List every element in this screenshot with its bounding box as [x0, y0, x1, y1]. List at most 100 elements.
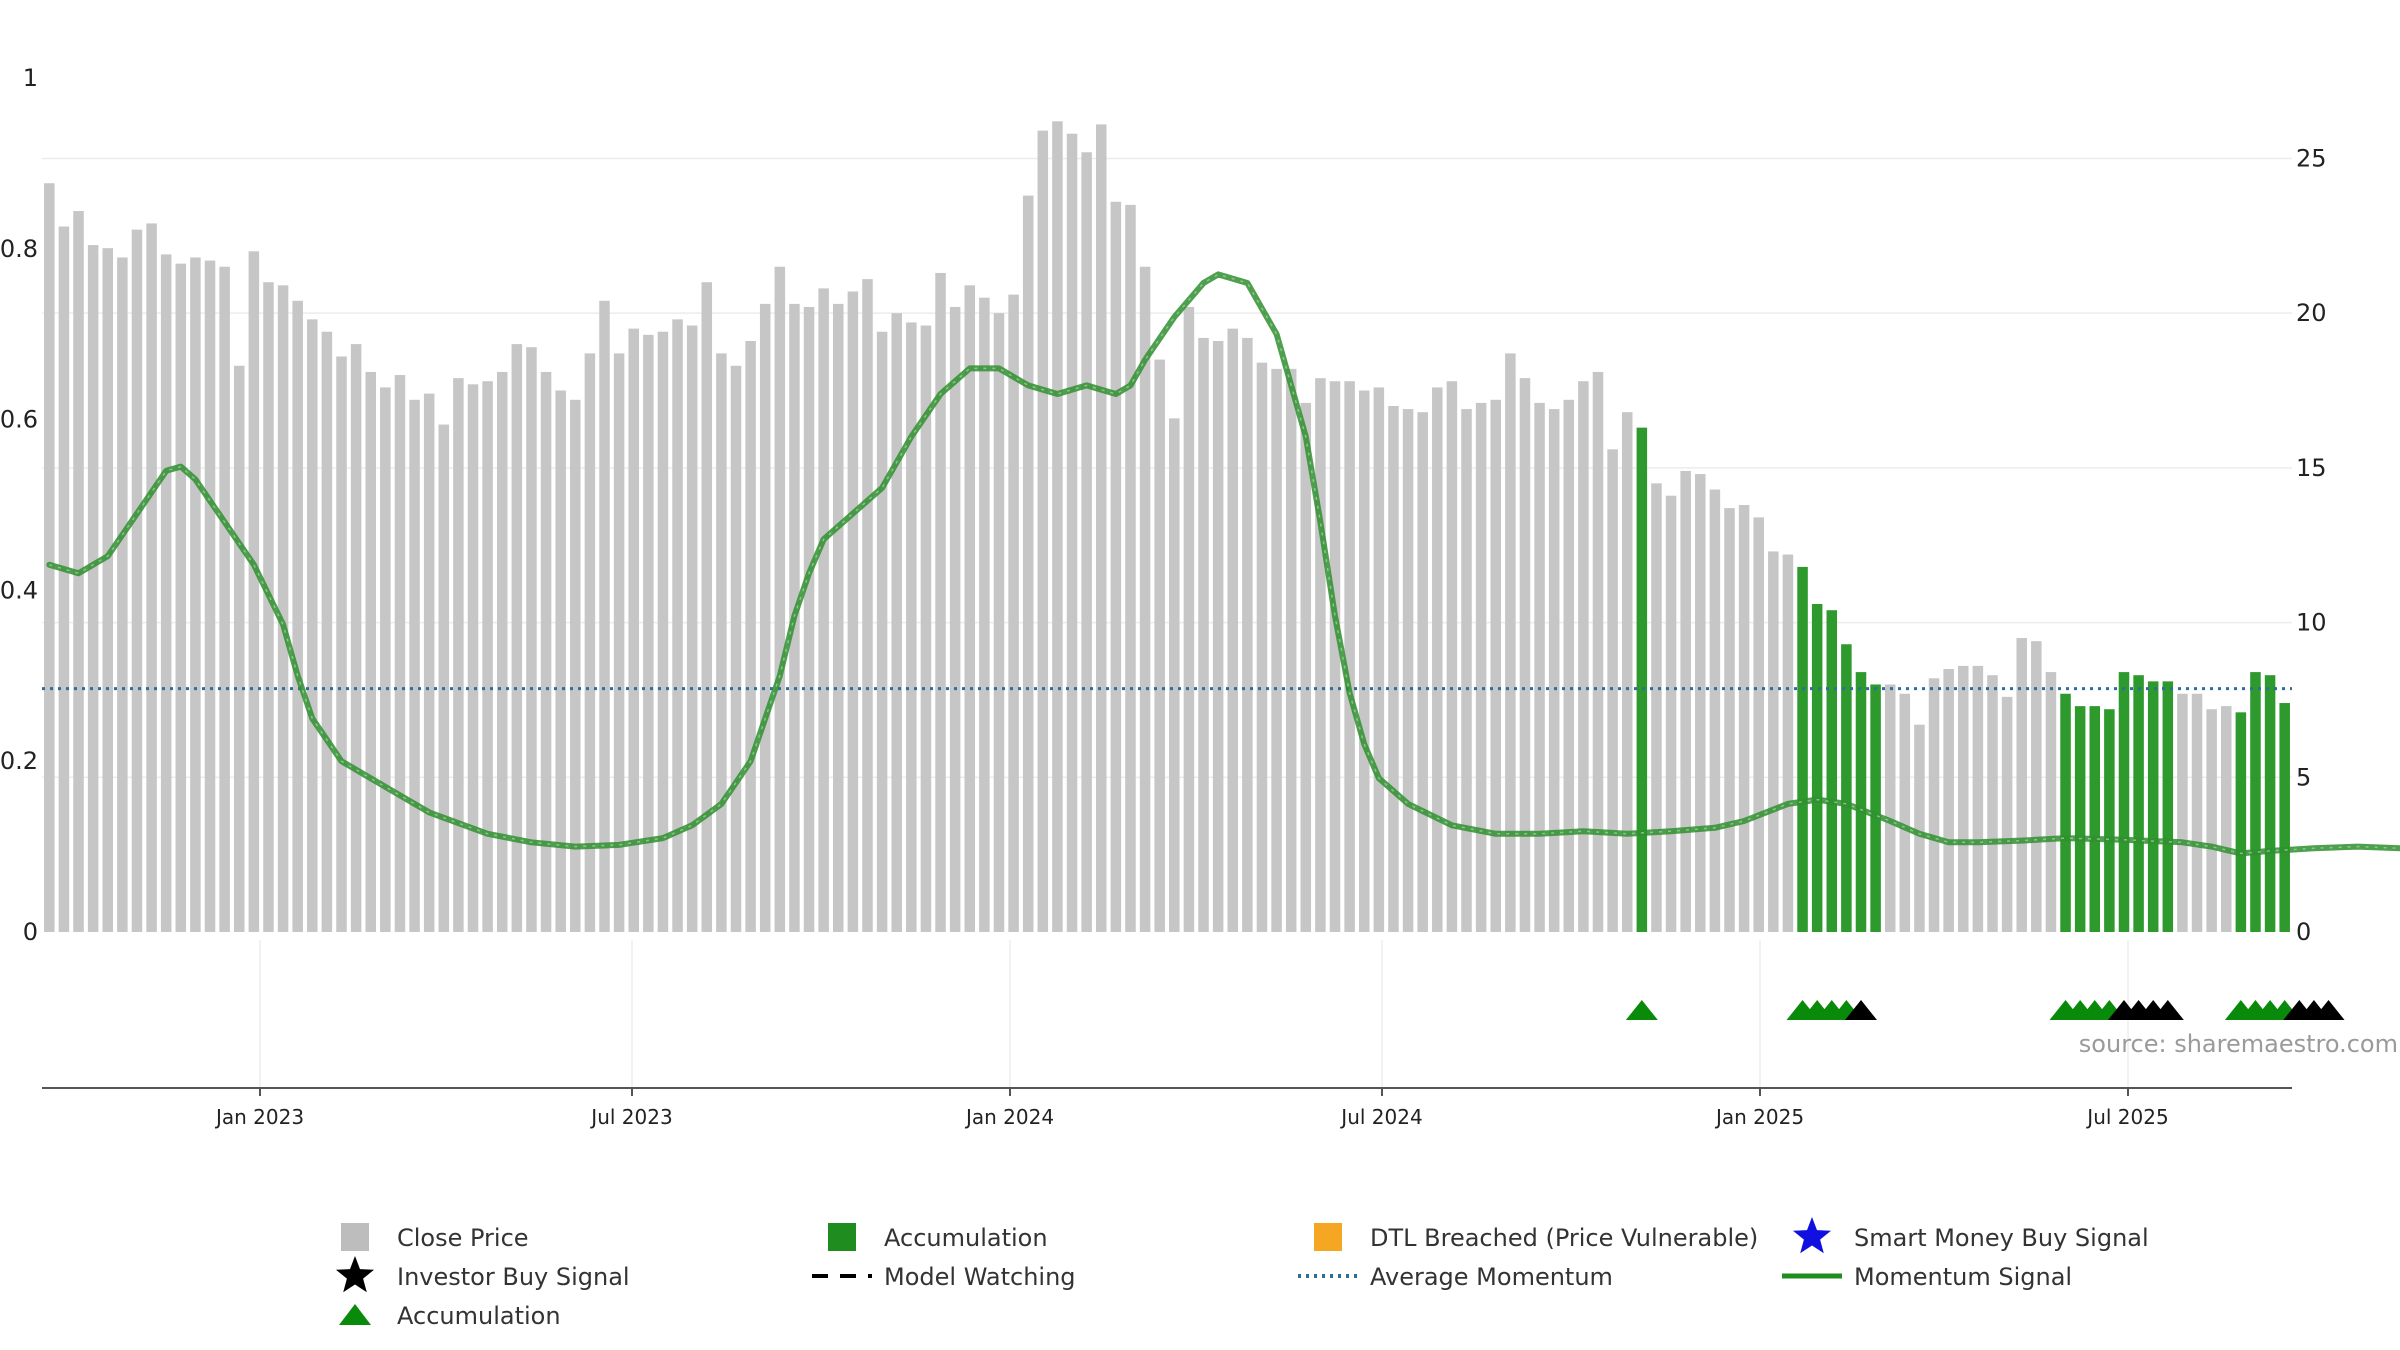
close-price-bar [2177, 693, 2188, 932]
close-price-bar [58, 226, 70, 933]
accumulation-bar [2147, 681, 2159, 932]
close-price-bar [1329, 381, 1341, 932]
close-price-bar [628, 328, 639, 932]
close-price-bar [1037, 130, 1049, 933]
legend-label: Investor Buy Signal [397, 1263, 630, 1291]
close-price-bar [1972, 665, 1984, 932]
close-price-bar [1022, 195, 1034, 932]
legend-swatch-triangle [339, 1304, 371, 1325]
legend-label: Accumulation [884, 1224, 1048, 1252]
close-price-bar [336, 356, 347, 932]
close-price-bar [847, 291, 859, 932]
accumulation-bar [1811, 604, 1823, 932]
close-price-bar [496, 371, 508, 932]
close-price-bar [1183, 306, 1195, 932]
right-axis-tick-label: 5 [2296, 763, 2311, 791]
legend-swatch-square [1314, 1223, 1342, 1251]
close-price-bar [555, 390, 566, 932]
close-price-bar [2001, 696, 2013, 932]
close-price-bar [891, 313, 902, 932]
close-price-bar [1695, 474, 1706, 932]
gridlines [42, 157, 2292, 1088]
close-price-bar [672, 319, 683, 932]
close-price-bar [1943, 668, 1954, 932]
close-price-bar [2031, 641, 2042, 932]
legend-label: DTL Breached (Price Vulnerable) [1370, 1224, 1758, 1252]
accumulation-bar [1826, 610, 1838, 932]
close-price-bar [365, 371, 376, 932]
legend-label: Model Watching [884, 1263, 1076, 1291]
left-axis-tick-label: 0 [23, 918, 38, 946]
close-price-bar [1125, 204, 1136, 933]
right-axis-tick-label: 15 [2296, 454, 2327, 482]
close-price-bar [1534, 402, 1545, 932]
legend-swatch-square [828, 1223, 856, 1251]
close-price-bar [1300, 402, 1312, 932]
close-price-bar [1227, 328, 1239, 932]
close-price-bar [1052, 121, 1063, 932]
close-price-bar [1242, 337, 1253, 932]
legend-label: Accumulation [397, 1302, 561, 1330]
right-axis-tick-label: 20 [2296, 299, 2327, 327]
close-price-bar [1256, 362, 1268, 933]
close-price-bar [1987, 675, 1998, 932]
accumulation-bar [1797, 566, 1808, 932]
x-axis-tick-label: Jul 2024 [1339, 1105, 1422, 1129]
close-price-bar [1738, 505, 1750, 932]
close-price-bar [876, 331, 888, 933]
close-price-bar [394, 375, 406, 933]
close-price-bar [1110, 201, 1122, 932]
close-price-bar [321, 331, 333, 933]
accumulation-bar [2250, 672, 2261, 932]
close-price-bar [2206, 709, 2217, 932]
close-price-bar [906, 322, 917, 932]
close-price-bar [1417, 412, 1428, 932]
left-axis-tick-label: 1 [23, 64, 38, 92]
close-price-bar [160, 254, 172, 932]
x-axis-tick-label: Jul 2025 [2085, 1105, 2168, 1129]
close-price-bar [2191, 693, 2203, 932]
source-label: source: sharemaestro.com [2079, 1030, 2398, 1058]
close-price-bar [1548, 409, 1560, 932]
close-price-bar [964, 285, 976, 932]
close-price-bar [1928, 678, 1940, 932]
close-price-bar [643, 334, 654, 932]
signal-markers [1625, 1000, 2345, 1020]
close-price-bar [102, 248, 114, 932]
accumulation-bar [2235, 712, 2247, 932]
accumulation-triangle [1625, 1000, 1658, 1020]
investor-signal-triangle [2151, 1000, 2184, 1020]
close-price-bar [307, 319, 318, 932]
close-price-bar [570, 399, 581, 932]
close-price-bar [219, 266, 230, 933]
close-price-bar [730, 365, 742, 932]
x-axis-tick-label: Jan 2023 [214, 1105, 304, 1129]
left-axis-tick-label: 0.4 [0, 576, 38, 604]
momentum-signal-highlight [49, 273, 2400, 855]
close-price-bar [1958, 665, 1969, 932]
close-price-bar [613, 353, 625, 933]
close-price-bar [745, 341, 756, 933]
x-axis-tick-label: Jan 2024 [964, 1105, 1054, 1129]
close-price-bar [87, 245, 99, 932]
close-price-bar [949, 306, 961, 932]
legend: Close Price Accumulation DTL Breached (Pri… [336, 1217, 2149, 1330]
close-price-bar [233, 365, 245, 932]
close-price-bar [2016, 638, 2027, 932]
close-price-bar [1914, 724, 1925, 932]
close-price-bar [1139, 266, 1151, 933]
close-price-bar [716, 353, 727, 933]
close-price-bar [1724, 508, 1735, 932]
close-price-bar [1285, 368, 1297, 932]
close-price-bar [1373, 387, 1385, 932]
left-axis-tick-label: 0.8 [0, 235, 38, 263]
close-price-bar [584, 353, 596, 933]
close-price-bar [117, 257, 128, 933]
close-price-bar [833, 303, 844, 932]
close-price-bar [818, 288, 829, 933]
accumulation-bar [2162, 681, 2174, 932]
investor-signal-triangle [2312, 1000, 2345, 1020]
accumulation-bar [1841, 644, 1852, 932]
close-price-bar [599, 300, 610, 933]
